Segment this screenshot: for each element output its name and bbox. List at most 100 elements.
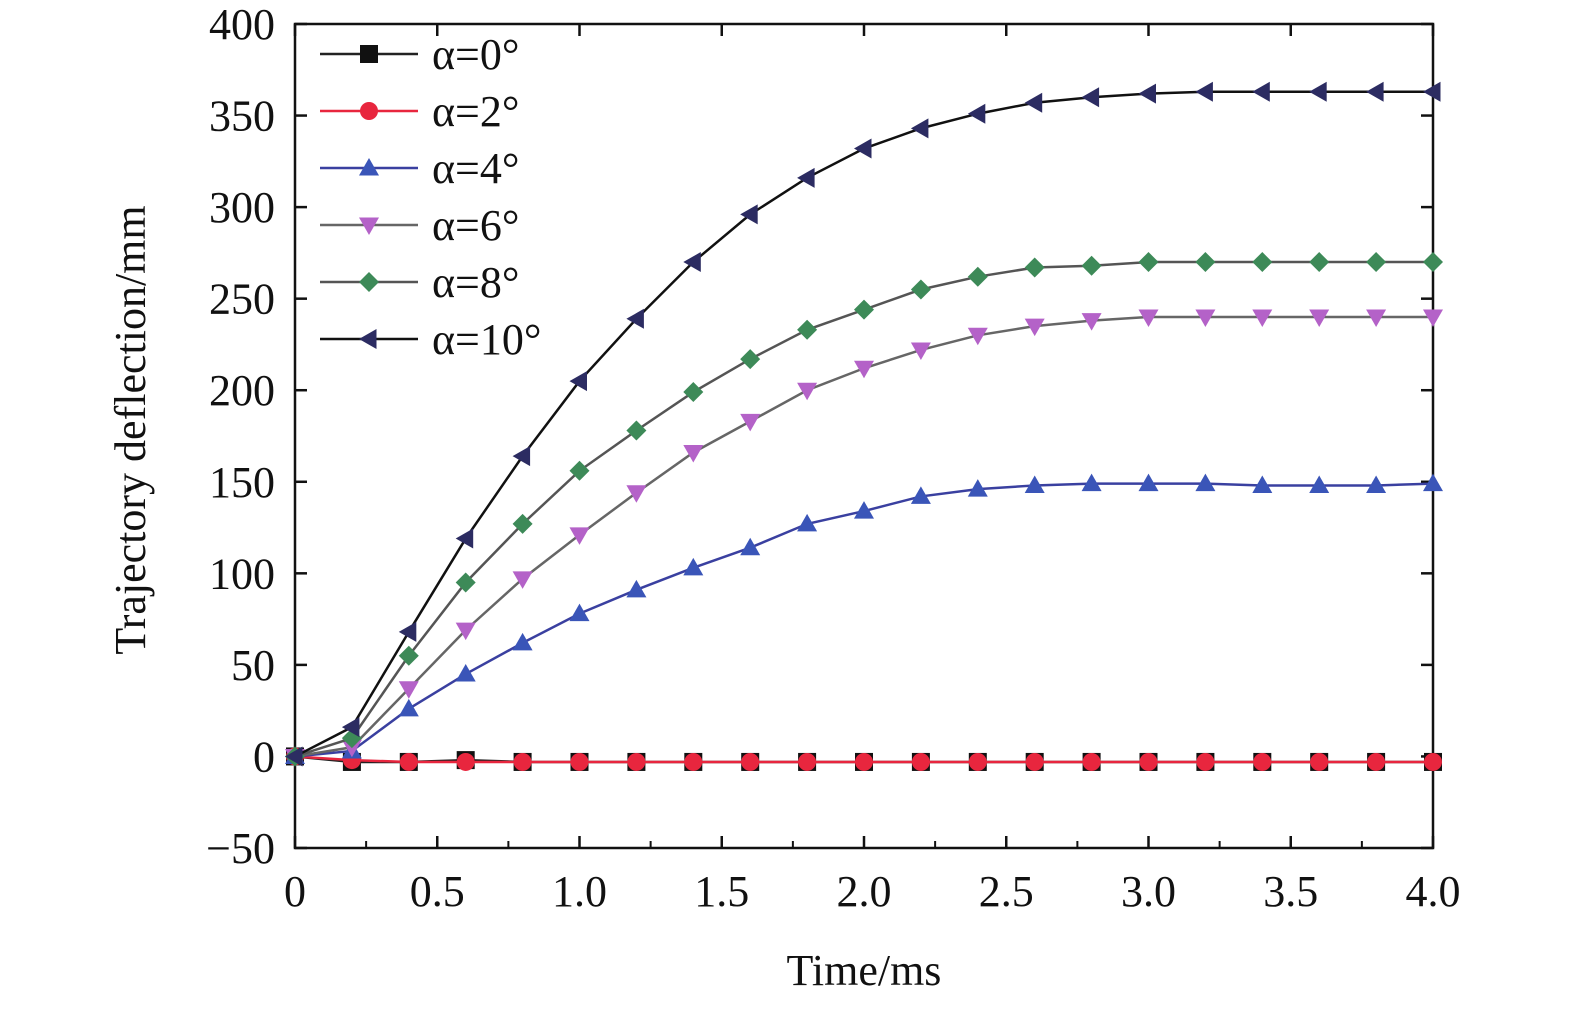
data-point [967,266,988,287]
legend-entry: α=4° [320,144,519,193]
y-tick-label: 100 [209,549,275,598]
data-point [854,299,874,320]
data-point [740,204,758,225]
series [285,252,1443,767]
data-point [1024,475,1045,493]
data-point [1138,83,1156,104]
y-tick-label: 150 [209,458,275,507]
x-tick-label: 1.5 [694,867,749,916]
legend-marker [360,45,378,63]
data-point [455,572,476,593]
data-point [1195,309,1216,327]
data-point [1196,752,1215,771]
legend-entry: α=2° [320,87,519,136]
data-point [1139,752,1158,771]
legend-label: α=6° [432,201,519,250]
data-point [1252,81,1270,102]
data-point [1309,309,1330,327]
series [285,81,1441,767]
data-point [1366,309,1387,327]
data-point [910,118,929,139]
legend-entry: α=6° [320,201,519,250]
data-point [1195,473,1216,492]
data-point [570,752,589,771]
data-point [1309,252,1330,273]
data-point [626,485,647,503]
data-point [1423,309,1443,327]
data-point [456,752,475,771]
data-point [910,342,931,360]
data-point [741,752,760,771]
data-point [1081,255,1102,276]
axes: 0 0.5 1.0 1.5 2.0 2.5 3.0 3.5 4.0−50050100150200… [206,0,1460,916]
data-point [1252,475,1273,493]
y-tick-label: 50 [231,641,275,690]
data-point [512,513,533,534]
data-point [341,717,360,738]
data-point [398,645,419,666]
y-tick-label: −50 [206,824,275,873]
data-point [512,571,533,589]
data-point [455,664,476,682]
data-point [1081,87,1100,108]
data-point [1423,252,1443,273]
series [285,309,1443,767]
legend-marker [359,158,379,176]
data-point [1024,318,1045,337]
legend-entry: α=0° [320,30,519,79]
y-tick-label: 200 [209,366,275,415]
data-point [1252,252,1273,273]
data-point [854,138,872,159]
data-point [285,746,303,767]
data-point [854,501,874,519]
legend-label: α=10° [432,315,541,364]
data-point [1366,252,1387,273]
data-point [797,167,815,188]
x-tick-label: 2.0 [837,867,892,916]
x-axis-label: Time/ms [787,946,942,995]
data-point [683,444,704,463]
data-point [1081,473,1102,492]
legend-label: α=4° [432,144,519,193]
data-point [1366,475,1387,493]
data-point [1138,252,1159,273]
data-point [1082,752,1101,771]
series-line [294,482,1434,758]
legend-marker [359,217,379,235]
data-point [341,739,362,758]
y-tick-label: 350 [209,92,275,141]
data-point [1195,81,1213,102]
data-point [1309,81,1327,102]
legend: α=0° α=2° α=4° α=6° α=8° α=10° [320,30,541,364]
data-point [626,308,644,329]
data-point [1138,309,1159,327]
data-point [627,752,646,771]
data-point [1024,257,1045,278]
data-point [967,479,988,497]
x-tick-label: 0.5 [410,867,465,916]
data-point [1310,752,1329,771]
data-point [967,327,988,346]
data-point [398,621,417,642]
legend-marker [359,272,379,292]
x-tick-label: 0 [284,867,306,916]
data-point [740,537,761,556]
data-point [455,622,476,641]
data-point [1195,252,1216,273]
data-point [569,527,590,545]
data-point [911,752,930,771]
data-point [910,279,931,300]
data-point [512,632,533,651]
data-point [513,752,532,771]
y-tick-label: 400 [209,0,275,49]
data-point [1024,92,1043,113]
data-point [854,360,874,379]
y-tick-label: 0 [253,732,275,781]
data-point [398,698,419,717]
x-tick-label: 4.0 [1406,867,1461,916]
data-point [1366,81,1384,102]
legend-label: α=8° [432,258,519,307]
data-point [1025,752,1044,771]
legend-entry: α=10° [320,315,541,364]
